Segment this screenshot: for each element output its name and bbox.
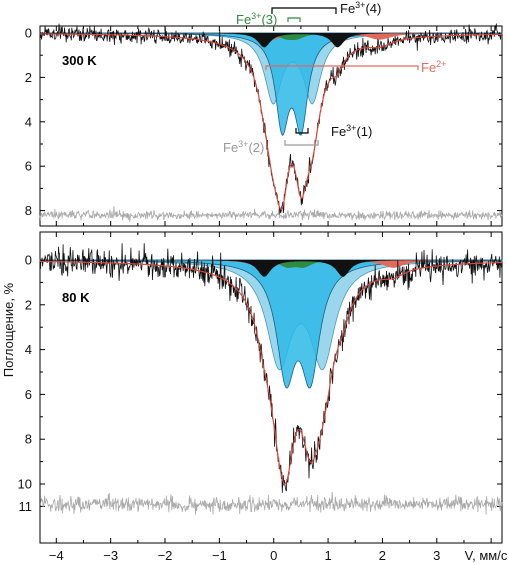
residual-trace <box>39 206 503 223</box>
fe3-4-label-base: Fe <box>340 1 355 16</box>
y-tick-label: 2 <box>25 297 32 312</box>
fe3-4-label-tail: (4) <box>365 1 381 16</box>
plot-frame <box>39 231 503 544</box>
panel-label: 300 K <box>62 53 97 68</box>
x-tick-label: −2 <box>158 548 173 563</box>
fe2-label-sup: 2+ <box>436 59 446 69</box>
component-fe3-4- <box>40 260 502 277</box>
y-tick-label: 10 <box>18 477 32 492</box>
y-tick-label: 8 <box>25 432 32 447</box>
fe3-3-label: Fe3+(3) <box>236 11 277 27</box>
fe3-1-bracket <box>295 128 309 134</box>
y-tick-label: 2 <box>25 70 32 85</box>
panel-300k: 300 K 0 2 4 6 8 <box>25 22 503 227</box>
y-tick-label: 11 <box>19 499 33 514</box>
x-axis-label: V, мм/с <box>465 548 508 563</box>
y-tick-label: 6 <box>25 387 32 402</box>
x-tick-label: 2 <box>379 548 386 563</box>
fe2-label-base: Fe <box>421 60 436 75</box>
fe3-4-bracket <box>271 7 337 14</box>
panel-label: 80 K <box>62 290 90 305</box>
plot-frame <box>39 25 503 227</box>
component-fe3-4- <box>40 33 502 48</box>
y-tick-label: 0 <box>25 253 32 268</box>
fe3-1-label-tail: (1) <box>356 124 372 139</box>
fe3-2-label-tail: (2) <box>248 140 264 155</box>
x-tick-label: 1 <box>324 548 331 563</box>
envelope-fit-line <box>39 260 502 485</box>
fe3-3-label-sup: 3+ <box>251 11 261 21</box>
y-tick-label: 8 <box>25 203 32 218</box>
x-tick-label: 3 <box>433 548 440 563</box>
fe3-2-label: Fe3+(2) <box>223 139 264 155</box>
fe3-1-label-sup: 3+ <box>346 123 356 133</box>
x-tick-label: −1 <box>212 548 227 563</box>
envelope-fit-line <box>40 33 502 211</box>
y-tick-label: 4 <box>25 342 32 357</box>
residual-trace <box>39 491 503 515</box>
y-axis-title: Поглощение, % <box>1 282 16 377</box>
y-tick-label: 4 <box>25 114 32 129</box>
fe3-1-label: Fe3+(1) <box>331 123 372 139</box>
fe2-bracket <box>265 65 419 70</box>
x-axis: −4 −3 −2 −1 0 1 2 3 V, мм/с <box>49 548 508 563</box>
x-tick-label: −4 <box>49 548 64 563</box>
annotations: Fe3+(4)Fe3+(3)Fe2+Fe3+(1)Fe3+(2) <box>223 0 446 155</box>
y-tick-label: 0 <box>25 26 32 41</box>
panel-80k: 80 K 0 2 4 6 8 10 11 <box>18 231 503 544</box>
raw-data-trace <box>39 243 503 493</box>
fe3-3-label-tail: (3) <box>261 12 277 27</box>
fe2-label: Fe2+ <box>421 59 446 75</box>
fe3-4-label-sup: 3+ <box>355 0 365 10</box>
fe3-1-label-base: Fe <box>331 124 346 139</box>
fe3-4-label: Fe3+(4) <box>340 0 381 16</box>
fe3-3-bracket <box>287 17 301 22</box>
x-tick-label: 0 <box>270 548 277 563</box>
fe3-2-bracket <box>284 140 319 146</box>
x-tick-label: −3 <box>103 548 118 563</box>
y-tick-label: 6 <box>25 159 32 174</box>
fe3-2-label-sup: 3+ <box>238 139 248 149</box>
fe3-3-label-base: Fe <box>236 12 251 27</box>
fe3-2-label-base: Fe <box>223 140 238 155</box>
